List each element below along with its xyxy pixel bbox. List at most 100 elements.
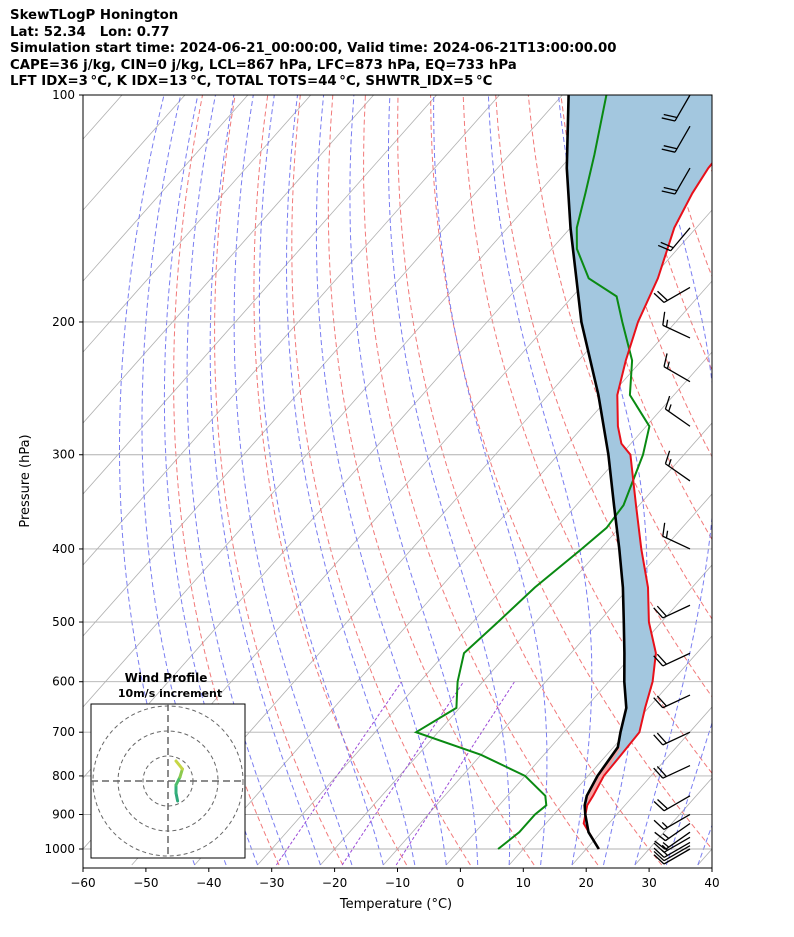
y-axis-label: Pressure (hPa) [18,434,33,527]
y-tick-label: 100 [52,88,75,102]
x-axis-label: Temperature (°C) [339,897,452,912]
y-tick-label: 500 [52,615,75,629]
wind-barb-staff [663,366,691,383]
isotherm [83,95,312,353]
isotherm [445,564,712,866]
dry-adiabat [495,95,712,698]
wind-barb-staff [663,841,691,858]
wind-barb [653,836,691,853]
wind-barb-staff [674,125,691,153]
wind-barb [653,848,691,865]
wind-barb-flag [657,799,668,810]
hodograph-segment [174,759,184,771]
y-tick-label: 900 [52,807,75,821]
dry-adiabat [173,95,280,866]
wind-barb-staff [662,604,691,619]
x-tick-label: 20 [579,876,594,890]
wind-barb [657,227,691,252]
x-tick-label: −10 [385,876,410,890]
wind-barb-flag [661,117,676,122]
wind-barb-half [668,404,672,412]
wind-barb-staff [662,694,691,709]
index-values-line: LFT IDX=3 °C, K IDX=13 °C, TOTAL TOTS=44… [10,74,493,89]
location-line: Lat: 52.34 Lon: 0.77 [10,24,170,40]
isotherm [383,493,712,866]
wind-barb [661,125,691,153]
cape-area-fill [566,95,712,849]
wind-barb [662,522,691,550]
isotherm [83,95,375,424]
y-tick-label: 700 [52,725,75,739]
wind-barb-flag [656,765,667,777]
chart-header: SkewTLogP Honington Lat: 52.34 Lon: 0.77… [10,8,780,91]
wind-barb-staff [674,167,691,195]
y-tick-label: 200 [52,315,75,329]
moist-adiabat [186,95,290,866]
wind-barb [654,822,691,842]
wind-barb-flag [656,653,667,665]
dry-adiabat [253,95,408,866]
isotherm [83,95,249,282]
dry-adiabat [363,95,599,866]
stability-indices-line: CAPE=36 j/kg, CIN=0 j/kg, LCL=867 hPa, L… [10,57,517,73]
wind-barb-staff [662,324,691,339]
wind-barb [661,94,691,122]
dry-adiabat [560,95,712,541]
wind-barb-flag [654,840,666,850]
x-tick-label: 0 [457,876,465,890]
x-axis-ticks: −60 −50 −40 −30 −20 −10 0 10 20 30 40 [70,868,720,890]
y-tick-label: 1000 [44,842,75,856]
wind-barb-half [661,821,668,828]
isotherm [761,60,794,864]
wind-barb-staff [674,94,691,122]
x-tick-label: −50 [133,876,158,890]
isotherm [83,95,500,566]
wind-barb-staff [662,764,691,779]
wind-barb [653,286,691,304]
wind-barb-half [661,844,668,851]
dry-adiabat [747,61,794,866]
y-tick-label: 300 [52,448,75,462]
isotherm [83,95,438,495]
dewpoint-line [413,95,651,850]
wind-barb-flag [656,732,667,744]
wind-barb-staff [663,836,691,853]
isotherm [83,95,186,211]
wind-barb-staff [663,813,691,831]
wind-barb-flag [653,734,664,746]
temperature-line [582,161,712,850]
wind-barb-staff [665,822,691,842]
wind-barb-half [662,833,670,839]
isotherm [257,351,712,866]
wind-barb [653,694,691,709]
wind-barb-flag [657,290,668,301]
moist-adiabat [433,95,548,866]
wind-barb-flag [661,190,676,195]
moist-adiabat [388,95,511,866]
y-tick-label: 800 [52,769,75,783]
wind-barb-flag [664,395,671,410]
x-tick-label: −60 [70,876,95,890]
moist-adiabat [349,95,479,866]
moist-adiabat [315,95,447,866]
mixing-ratio-line [275,681,402,866]
wind-barb-flag [653,801,665,812]
wind-barb-flag [653,854,665,865]
x-tick-label: −30 [259,876,284,890]
wind-barb [664,395,691,427]
wind-barb [662,311,691,339]
wind-barb-flag [653,292,665,303]
moist-adiabat [487,95,593,866]
y-axis-ticks: 100 200 300 400 500 600 700 800 900 1000 [44,88,83,856]
moist-adiabat [285,95,416,866]
wind-barb-flag [653,850,665,862]
wind-barb-half [665,319,669,328]
moist-adiabat [258,95,384,866]
dry-adiabat [430,95,712,850]
isotherm [571,706,712,866]
x-tick-label: 40 [704,876,719,890]
wind-barb-flag [653,819,665,830]
wind-barb-staff [662,652,691,667]
mixing-ratio-line [395,681,515,866]
x-tick-label: −40 [196,876,221,890]
